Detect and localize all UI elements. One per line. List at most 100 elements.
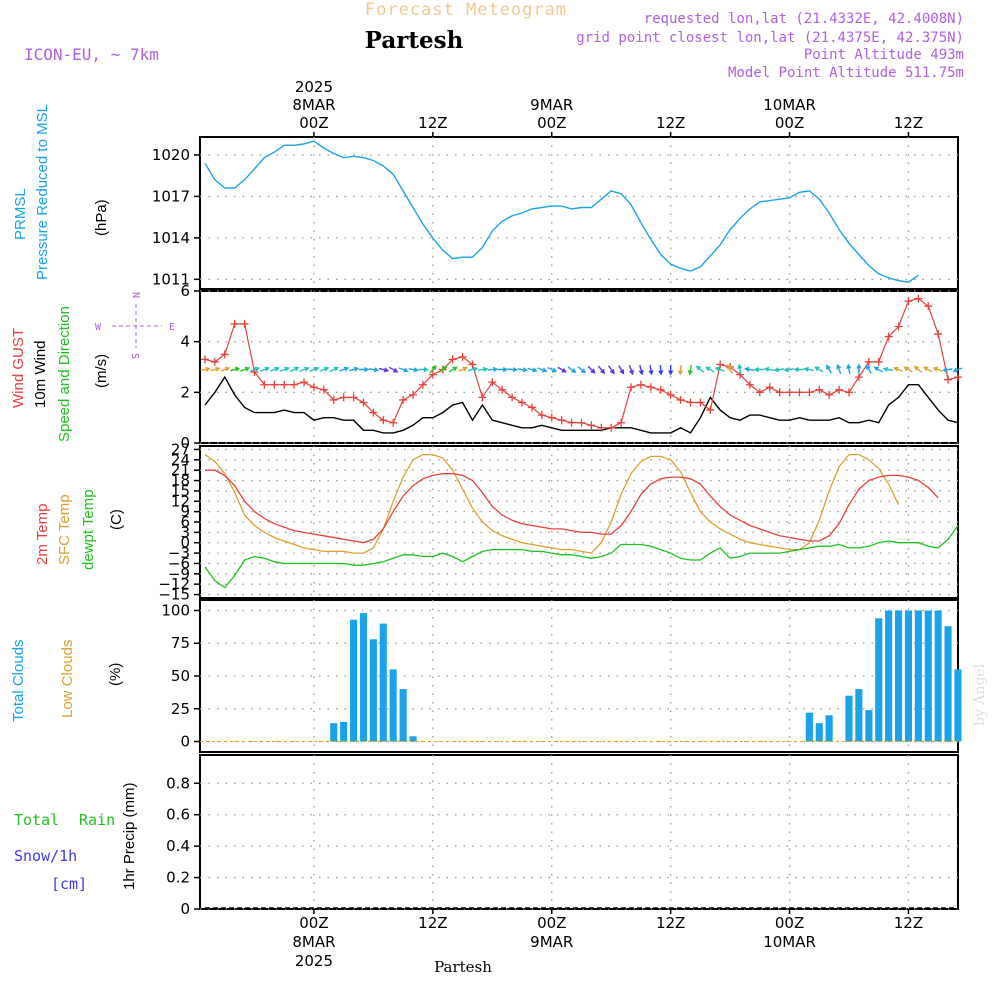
gust-marker [785,388,794,397]
gust-marker [409,390,418,399]
label-percent: (%) [107,663,124,686]
gust-marker [577,418,586,427]
cloud-bar [845,695,853,742]
gust-marker [845,388,854,397]
cloud-bar [815,723,823,742]
gust-marker [904,297,913,306]
y-tick-label: 24 [171,451,190,469]
wind-direction-arrow [408,367,419,373]
wind-direction-arrow [577,366,587,374]
wind-direction-arrow [793,366,804,373]
wind-direction-arrow [448,366,458,373]
cloud-bar [399,689,407,742]
bottom-tick-label: 00Z [775,914,804,932]
gust-marker [815,385,824,394]
gust-marker [884,332,893,341]
gust-marker [478,393,487,402]
top-tick-label: 12Z [656,114,685,132]
gust-marker [874,357,883,366]
top-tick-label: 12Z [894,114,923,132]
cloud-bar [330,723,338,742]
gust-marker [389,418,398,427]
wind-direction-arrow [429,365,437,374]
dewpt-line [204,525,959,589]
gust-marker [359,398,368,407]
label-prmsl: PRMSL [12,188,29,240]
compass-n: N [130,292,141,298]
gust-marker [339,393,348,402]
gust-marker [924,302,933,311]
cloud-bar [825,715,833,742]
wind-direction-arrow [892,366,904,372]
wind-direction-arrow [865,364,872,374]
label-low-clouds: Low Clouds [59,640,76,718]
wind-gust-line [204,297,959,429]
wind-direction-arrow [695,365,705,373]
y-tick-label: 4 [180,333,190,351]
sfc-temp-line [204,453,900,554]
wind-direction-arrow [438,365,448,373]
y-tick-label: −6 [168,554,190,572]
gust-marker [954,373,962,382]
bottom-tick-label: 00Z [537,914,566,932]
gridpoint-coords: grid point closest lon,lat (21.4375E, 42… [576,30,964,46]
wind-direction-arrow [289,366,300,373]
wind-direction-arrow [477,366,489,372]
wind-direction-arrow [418,366,429,373]
wind-direction-arrow [279,366,290,372]
gust-marker [775,388,784,397]
gust-marker [854,373,863,382]
wind-direction-arrow [677,365,683,376]
gust-marker [607,423,616,432]
wind-direction-arrow [628,365,634,376]
cloud-bar [389,669,397,742]
y-tick-label: 6 [180,282,190,300]
y-tick-label: −12 [158,575,190,593]
panel-frame [199,445,959,599]
y-tick-label: 15 [171,482,190,500]
wind-direction-arrow [230,366,241,372]
y-tick-label: 0.4 [166,837,190,855]
gust-marker [260,380,269,389]
label-10m-wind: 10m Wind [32,340,49,408]
gust-marker [319,385,328,394]
y-tick-label: 6 [180,513,190,531]
gust-marker [676,395,685,404]
gust-marker [399,395,408,404]
gust-marker [805,388,814,397]
label-hpa: (hPa) [93,199,110,236]
compass-w: W [95,322,102,333]
wind-direction-arrow [873,366,883,373]
y-tick-label: −15 [158,586,190,604]
wind-direction-arrow [349,366,360,372]
bottom-year-label: 2025 [295,952,333,970]
y-tick-label: 0 [180,434,190,452]
gust-marker [557,416,566,425]
gust-marker [448,355,457,364]
cloud-bar [379,623,387,742]
gust-marker [835,385,844,394]
gust-marker [418,380,427,389]
wind-direction-arrow [319,366,330,372]
wind-direction-arrow [329,366,340,373]
gust-marker [220,350,229,359]
gust-marker [755,388,764,397]
wind-direction-arrow [705,366,715,373]
y-tick-label: 1011 [152,270,190,288]
cloud-bar [885,610,893,742]
requested-coords: requested lon,lat (21.4332E, 42.4008N) [644,11,964,27]
y-tick-label: 27 [171,440,190,458]
gust-marker [468,360,477,369]
top-tick-label: 00Z [299,114,328,132]
panel-frame [199,754,959,910]
wind-direction-arrow [763,366,775,372]
gust-marker [666,390,675,399]
compass-e: E [169,322,175,333]
wind-direction-arrow [773,367,785,373]
label-snow: Snow/1h [14,847,77,865]
cloud-bar [359,613,367,742]
top-tick-label: 00Z [537,114,566,132]
wind-direction-arrow [744,366,755,372]
y-tick-label: 18 [171,472,190,490]
wind-direction-arrow [882,366,894,372]
